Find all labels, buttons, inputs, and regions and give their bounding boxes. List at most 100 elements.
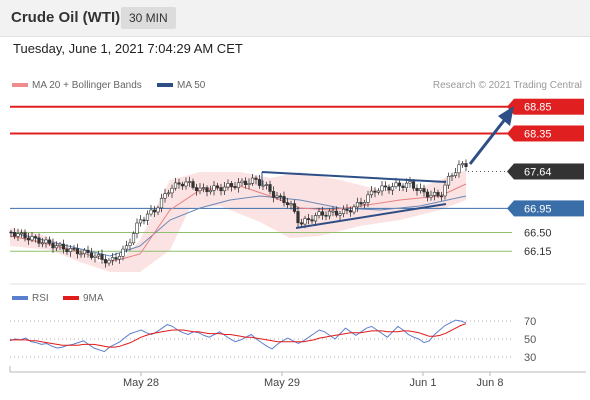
candle-body bbox=[278, 195, 283, 198]
candle-body bbox=[152, 209, 157, 213]
level-pointer-66.95 bbox=[507, 200, 514, 217]
candle-body bbox=[236, 182, 241, 189]
legend-9ma: 9MA bbox=[63, 293, 104, 304]
candle-body bbox=[369, 190, 374, 196]
candle-body bbox=[208, 190, 213, 193]
candle-body bbox=[299, 222, 304, 225]
candle-body bbox=[289, 203, 293, 206]
candle-body bbox=[425, 191, 430, 198]
legend-ma20-swatch bbox=[12, 83, 28, 88]
candle-body bbox=[201, 187, 206, 189]
candle-body bbox=[79, 253, 83, 256]
candle-body bbox=[93, 255, 97, 258]
candle-body bbox=[58, 243, 62, 246]
candle-body bbox=[96, 254, 101, 257]
legend-rsi-swatch bbox=[12, 296, 28, 301]
candle-body bbox=[348, 210, 353, 213]
candle-body bbox=[89, 252, 94, 258]
candle-body bbox=[317, 211, 321, 216]
candle-body bbox=[131, 233, 136, 244]
level-tag-68.35 bbox=[514, 125, 584, 142]
forecast-arrow-head bbox=[498, 106, 514, 126]
candle-body bbox=[394, 182, 398, 187]
candle-body bbox=[390, 186, 395, 191]
timestamp: Tuesday, June 1, 2021 7:04:29 AM CET bbox=[13, 41, 243, 56]
level-label-68.35: 68.35 bbox=[524, 128, 552, 140]
candle-body bbox=[362, 202, 367, 205]
candle-body bbox=[19, 232, 24, 234]
candle-body bbox=[303, 218, 307, 225]
candle-body bbox=[128, 242, 132, 246]
candle-body bbox=[156, 207, 160, 213]
candle-body bbox=[124, 245, 129, 250]
candle-body bbox=[54, 245, 59, 249]
candle-body bbox=[292, 203, 297, 212]
candle-body bbox=[103, 259, 108, 264]
level-tag-68.85 bbox=[514, 98, 584, 115]
candle-body bbox=[411, 181, 416, 189]
candle-body bbox=[320, 211, 325, 216]
candle-body bbox=[366, 194, 370, 203]
ma50-line bbox=[9, 195, 467, 257]
candle-body bbox=[229, 183, 234, 187]
timeframe-badge[interactable]: 30 MIN bbox=[121, 7, 176, 29]
candle-body bbox=[121, 248, 125, 257]
legend-ma20-label: MA 20 + Bollinger Bands bbox=[32, 80, 142, 91]
rsi-tick-70: 70 bbox=[524, 316, 536, 328]
candle-body bbox=[450, 175, 454, 177]
candle-body bbox=[446, 175, 451, 186]
candle-body bbox=[145, 213, 150, 221]
candle-body bbox=[47, 239, 52, 244]
candle-body bbox=[380, 185, 384, 192]
candle-body bbox=[114, 257, 118, 260]
candle-body bbox=[268, 184, 272, 192]
candle-body bbox=[65, 248, 69, 253]
candle-body bbox=[215, 185, 220, 188]
candle-body bbox=[117, 256, 122, 260]
candle-body bbox=[212, 185, 216, 191]
candle-body bbox=[163, 193, 167, 199]
rsi-tick-50: 50 bbox=[524, 334, 536, 346]
legend-ma20: MA 20 + Bollinger Bands bbox=[12, 80, 142, 91]
candle-body bbox=[306, 218, 311, 221]
candle-body bbox=[457, 164, 461, 174]
candle-body bbox=[205, 187, 209, 193]
candle-body bbox=[408, 181, 412, 184]
legend-ma50: MA 50 bbox=[157, 80, 205, 91]
legend-rsi-label: RSI bbox=[32, 293, 49, 304]
candle-body bbox=[418, 188, 423, 191]
candle-body bbox=[138, 219, 143, 224]
x-tick-label: Jun 8 bbox=[477, 377, 504, 389]
candle-body bbox=[247, 183, 251, 185]
legend-ma50-label: MA 50 bbox=[177, 80, 206, 91]
candle-body bbox=[226, 183, 230, 188]
candle-body bbox=[383, 185, 388, 188]
candle-body bbox=[72, 248, 76, 250]
candle-body bbox=[404, 182, 409, 189]
candle-body bbox=[142, 219, 146, 222]
legend-rsi: RSI bbox=[12, 293, 49, 304]
candle-body bbox=[75, 248, 80, 255]
candle-body bbox=[61, 243, 66, 250]
candle-body bbox=[26, 237, 31, 241]
candle-body bbox=[432, 191, 437, 196]
candle-body bbox=[359, 202, 363, 205]
level-label-66.95: 66.95 bbox=[524, 203, 552, 215]
candle-body bbox=[233, 186, 237, 189]
candle-body bbox=[422, 188, 426, 193]
candle-body bbox=[12, 232, 17, 237]
candle-body bbox=[110, 257, 115, 261]
legend-9ma-swatch bbox=[63, 296, 79, 301]
candle-body bbox=[149, 209, 153, 215]
level-tag-66.95 bbox=[514, 200, 584, 217]
level-pointer-68.35 bbox=[507, 125, 514, 142]
candle-body bbox=[436, 191, 440, 197]
candle-body bbox=[51, 243, 55, 249]
candle-body bbox=[68, 248, 73, 253]
bollinger-band bbox=[10, 170, 466, 272]
candle-body bbox=[191, 181, 195, 188]
candle-body bbox=[373, 190, 377, 193]
candle-body bbox=[159, 197, 164, 209]
forecast-arrow-shaft bbox=[468, 117, 508, 165]
